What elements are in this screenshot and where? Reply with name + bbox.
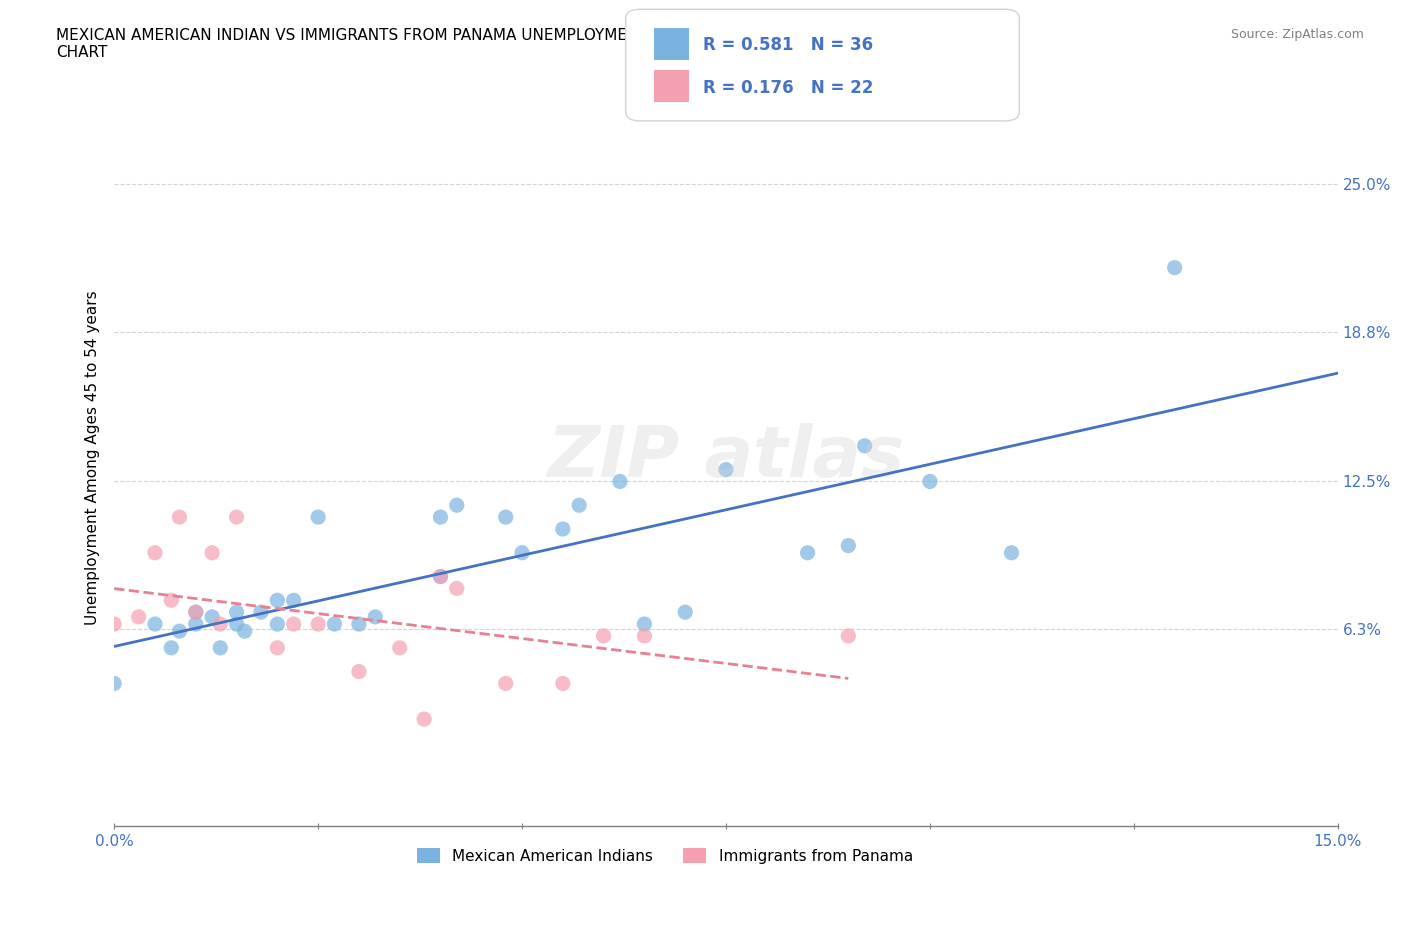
Point [347, 617, 370, 631]
Point [446, 498, 468, 512]
Point [633, 617, 655, 631]
Text: R = 0.176   N = 22: R = 0.176 N = 22 [703, 79, 873, 98]
Point [169, 624, 191, 639]
Point [388, 641, 411, 656]
Point [103, 617, 125, 631]
Point [266, 592, 288, 607]
Point [209, 641, 232, 656]
Point [225, 617, 247, 631]
Point [323, 617, 346, 631]
Text: ZIP atlas: ZIP atlas [547, 423, 904, 492]
Point [250, 604, 273, 619]
Point [201, 609, 224, 624]
Text: Source: ZipAtlas.com: Source: ZipAtlas.com [1230, 28, 1364, 41]
Point [495, 510, 517, 525]
Point [551, 522, 574, 537]
Point [307, 617, 329, 631]
Point [796, 545, 818, 560]
Point [633, 629, 655, 644]
Point [201, 545, 224, 560]
Text: MEXICAN AMERICAN INDIAN VS IMMIGRANTS FROM PANAMA UNEMPLOYMENT AMONG AGES 45 TO : MEXICAN AMERICAN INDIAN VS IMMIGRANTS FR… [56, 28, 1001, 60]
Point [307, 510, 329, 525]
Point [160, 641, 183, 656]
Y-axis label: Unemployment Among Ages 45 to 54 years: Unemployment Among Ages 45 to 54 years [86, 290, 100, 625]
Point [413, 711, 436, 726]
Point [225, 604, 247, 619]
Point [233, 624, 256, 639]
Legend: Mexican American Indians, Immigrants from Panama: Mexican American Indians, Immigrants fro… [411, 842, 920, 870]
Point [568, 498, 591, 512]
Point [609, 474, 631, 489]
Point [347, 664, 370, 679]
Point [160, 592, 183, 607]
Point [209, 617, 232, 631]
Text: R = 0.581   N = 36: R = 0.581 N = 36 [703, 35, 873, 54]
Point [429, 510, 451, 525]
Point [169, 510, 191, 525]
Point [1163, 260, 1185, 275]
Point [592, 629, 614, 644]
Point [143, 617, 166, 631]
Point [103, 676, 125, 691]
Point [837, 538, 859, 553]
Point [128, 609, 150, 624]
Point [551, 676, 574, 691]
Point [266, 641, 288, 656]
Point [714, 462, 737, 477]
Point [184, 617, 207, 631]
Point [429, 569, 451, 584]
Point [266, 617, 288, 631]
Point [837, 629, 859, 644]
Point [184, 604, 207, 619]
Point [184, 604, 207, 619]
Point [673, 604, 696, 619]
Point [510, 545, 533, 560]
Point [853, 438, 876, 453]
Point [283, 617, 305, 631]
Point [364, 609, 387, 624]
Point [143, 545, 166, 560]
Point [1000, 545, 1022, 560]
Point [495, 676, 517, 691]
Point [918, 474, 941, 489]
Point [446, 581, 468, 596]
Point [225, 510, 247, 525]
Point [429, 569, 451, 584]
Point [283, 592, 305, 607]
